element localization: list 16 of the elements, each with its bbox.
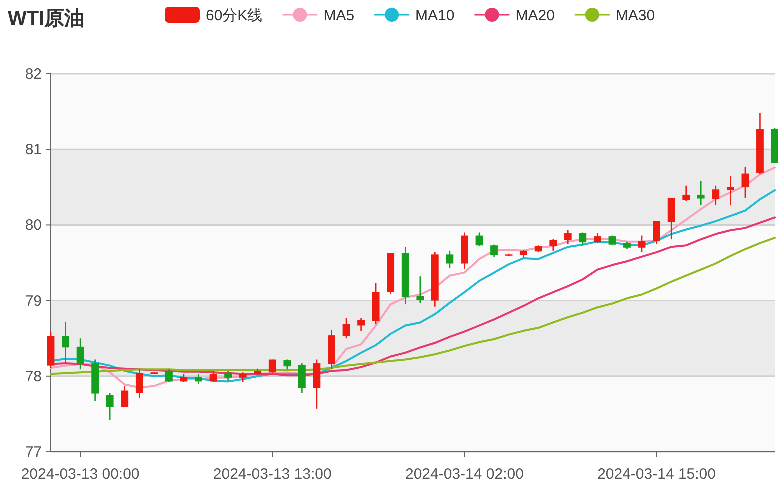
- y-tick-label: 78: [25, 368, 42, 386]
- y-tick-label: 82: [25, 66, 42, 83]
- x-tick-label: 2024-03-14 15:00: [598, 466, 716, 483]
- y-tick-label: 80: [25, 217, 42, 234]
- y-tick-label: 77: [25, 444, 42, 461]
- x-tick-label: 2024-03-13 00:00: [21, 466, 140, 483]
- legend-label: MA10: [416, 8, 455, 24]
- chart-title: WTI原油: [8, 8, 85, 30]
- y-tick-label: 79: [25, 292, 42, 310]
- legend-label: MA20: [516, 8, 555, 24]
- y-tick-label: 81: [25, 142, 42, 159]
- legend-label: MA30: [616, 8, 656, 24]
- legend-label: MA5: [324, 8, 355, 24]
- x-tick-label: 2024-03-14 02:00: [405, 466, 524, 483]
- x-tick-label: 2024-03-13 13:00: [213, 466, 332, 483]
- legend-label: 60分K线: [206, 8, 263, 24]
